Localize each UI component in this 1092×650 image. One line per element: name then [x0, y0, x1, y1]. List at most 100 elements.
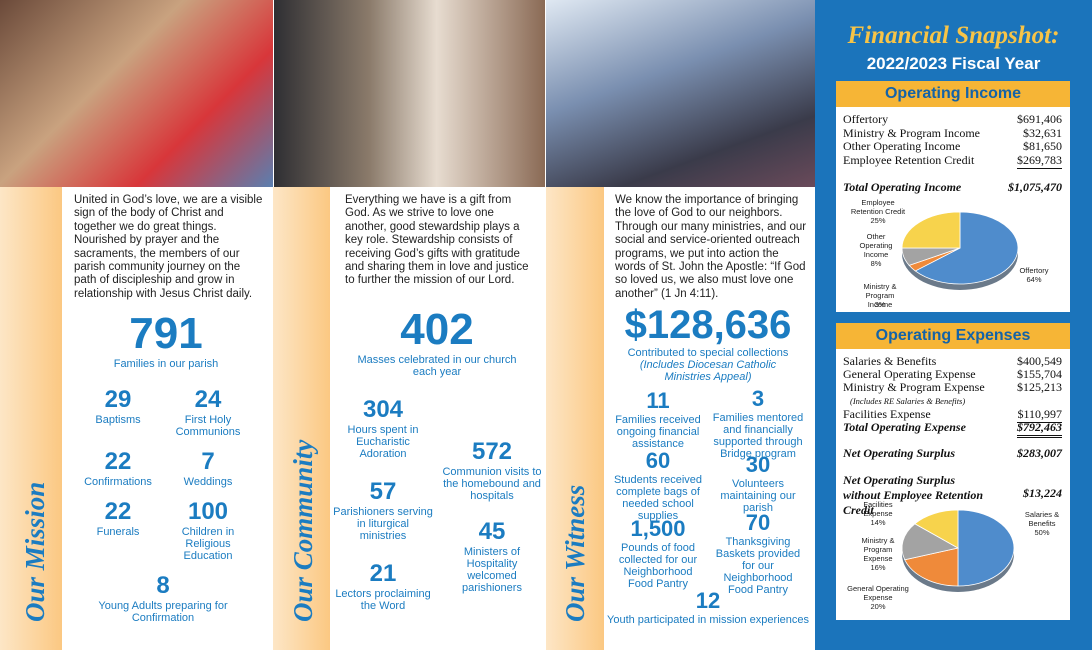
finance-title: Financial Snapshot:	[847, 22, 1060, 49]
pie-slice	[901, 523, 960, 561]
row-label: Employee Retention Credit	[843, 152, 975, 167]
box-heading: Operating Expenses	[836, 323, 1070, 349]
pie-slice	[957, 509, 1015, 587]
stat-number: 70	[745, 510, 771, 535]
stat-label: Contributed to special collections	[627, 347, 789, 359]
stat-number: 21	[369, 560, 397, 587]
stat-label: Weddings	[183, 476, 233, 488]
stat-label: Pounds of food collected for our Neighbo…	[618, 542, 698, 590]
pie-percent: 16%	[870, 563, 886, 572]
stat-label: First Holy Communions	[175, 414, 241, 438]
row-label: Ministry & Program Income	[843, 125, 980, 140]
intro-text: We know the importance of bringing the l…	[615, 194, 807, 300]
pie-percent: 50%	[1034, 528, 1050, 537]
row-label: Offertory	[843, 112, 889, 126]
row-amount: $1,075,470	[1008, 180, 1062, 194]
stat-label: Students received complete bags of neede…	[613, 474, 703, 522]
box-heading: Operating Income	[836, 81, 1070, 107]
stat-label: Volunteers maintaining our parish	[720, 478, 796, 514]
pie-label: Other Operating Income	[859, 232, 893, 259]
stat-label: Baptisms	[95, 414, 141, 426]
stat-number: 45	[478, 518, 506, 545]
stat-number: 30	[745, 452, 771, 477]
row-amount: $110,997	[1017, 407, 1062, 423]
row-amount: $155,704	[1017, 367, 1062, 381]
stat-label: Youth participated in mission experience…	[607, 614, 809, 626]
stat-label: Masses celebrated in our church each yea…	[357, 354, 517, 378]
row-label: Facilities Expense	[843, 407, 931, 421]
stat-number: 11	[646, 388, 670, 413]
row-amount: $269,783	[1017, 152, 1062, 169]
pie-percent: 20%	[870, 602, 886, 611]
stat-number: 57	[369, 478, 397, 505]
pie-label: General Operating Expense	[847, 584, 909, 602]
stat-number: 304	[362, 396, 404, 423]
side-strip	[0, 187, 62, 650]
stat-number: 24	[194, 386, 222, 413]
stat-number: 60	[645, 448, 671, 473]
row-amount: $400,549	[1017, 354, 1062, 368]
stat-label: Families mentored and financially suppor…	[712, 412, 804, 460]
stat-label: Thanksgiving Baskets provided for our Ne…	[715, 536, 801, 596]
pie-label: Employee Retention Credit	[850, 198, 906, 216]
row-label: Total Operating Expense	[843, 420, 966, 434]
stat-label: Communion visits to the homebound and ho…	[442, 466, 542, 502]
stat-label: Ministers of Hospitality welcomed parish…	[462, 546, 522, 594]
stat-label: Young Adults preparing for Confirmation	[98, 600, 228, 624]
stat-number: 402	[400, 305, 474, 354]
row-label: Net Operating Surplus without Employee R…	[843, 473, 984, 517]
stat-number: 29	[104, 386, 132, 413]
row-label: Ministry & Program Expense	[843, 380, 985, 394]
row-amount: $125,213	[1017, 380, 1062, 394]
pie-label: Facilities Expense	[863, 500, 893, 518]
stat-label: Children in Religious Education	[181, 526, 235, 562]
side-strip	[546, 187, 604, 650]
row-label: Salaries & Benefits	[843, 354, 937, 368]
stat-label: Families received ongoing financial assi…	[615, 414, 701, 450]
stat-number: $128,636	[624, 303, 792, 347]
photo	[546, 0, 815, 187]
pie-percent: 25%	[870, 216, 886, 225]
row-amount: $81,650	[1023, 139, 1062, 153]
row-amount: $32,631	[1023, 125, 1062, 140]
pie-label: Offertory	[1019, 266, 1049, 275]
stat-label: Hours spent in Eucharistic Adoration	[347, 424, 419, 460]
pie-slice	[914, 211, 1019, 285]
intro-text: Everything we have is a gift from God. A…	[345, 194, 529, 287]
row-label: Net Operating Surplus	[843, 446, 956, 460]
stat-number: 7	[201, 448, 215, 475]
row-label: Other Operating Income	[843, 139, 961, 153]
pie-percent: 14%	[870, 518, 886, 527]
finance-subtitle: 2022/2023 Fiscal Year	[866, 54, 1041, 73]
pie-percent: 64%	[1026, 275, 1042, 284]
stat-number: 8	[156, 572, 170, 599]
row-amount: $691,406	[1017, 112, 1062, 126]
pie-label: Ministry & Program Expense	[861, 536, 895, 563]
pie-slice	[904, 547, 959, 587]
stat-number: 791	[129, 309, 203, 358]
side-strip	[273, 187, 330, 650]
stat-label: Parishioners serving in liturgical minis…	[333, 506, 433, 542]
pie-label: Salaries & Benefits	[1024, 510, 1060, 528]
stat-number: 1,500	[630, 516, 686, 541]
pie-slice	[914, 509, 959, 549]
row-label: Total Operating Income	[843, 180, 962, 194]
stat-number: 572	[471, 438, 513, 465]
photo	[0, 0, 273, 187]
row-label: General Operating Expense	[843, 367, 976, 381]
row-amount: $792,463	[1017, 420, 1062, 438]
photo	[274, 0, 545, 187]
stat-number: 100	[187, 498, 229, 525]
pie-percent: 8%	[870, 259, 882, 268]
intro-text: United in God’s love, we are a visible s…	[74, 194, 263, 300]
row-note: (Includes RE Salaries & Benefits)	[850, 396, 966, 406]
pie-slice	[901, 211, 961, 249]
stat-label: Funerals	[96, 526, 140, 538]
pie-label: Ministry & Program Income	[863, 282, 897, 309]
row-amount: $13,224	[1023, 486, 1062, 500]
stat-number: 22	[104, 448, 132, 475]
stat-number: 12	[695, 588, 721, 613]
stat-label: Confirmations	[84, 476, 152, 488]
